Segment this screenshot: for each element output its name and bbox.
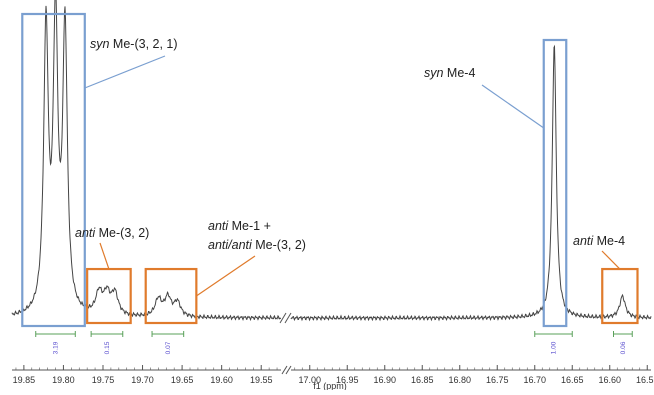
integral-value-4: 1.00 <box>551 341 558 354</box>
region-box-3 <box>144 267 198 325</box>
annotation-label-5: anti Me-4 <box>573 234 625 248</box>
x-tick-label: 16.70 <box>523 375 546 385</box>
annotation-label-3: anti Me-1 + <box>208 219 271 233</box>
annotation-label-1: syn Me-(3, 2, 1) <box>90 37 178 51</box>
x-tick-label: 19.65 <box>171 375 194 385</box>
region-box-1 <box>21 12 86 328</box>
x-tick-label: 19.80 <box>52 375 75 385</box>
x-tick-label: 19.85 <box>13 375 36 385</box>
annotation-leader-3 <box>196 255 256 297</box>
x-tick-label: 17.00 <box>298 375 321 385</box>
annotation-leader-4 <box>481 84 545 129</box>
x-tick-label: 19.55 <box>250 375 273 385</box>
axis-break-mark-left <box>281 365 288 375</box>
annotation-label-4: syn Me-4 <box>424 66 475 80</box>
integral-value-3: 0.07 <box>165 341 172 354</box>
integral-value-2: 0.15 <box>104 341 111 354</box>
x-tick-label: 16.90 <box>373 375 396 385</box>
x-tick-label: 16.85 <box>411 375 434 385</box>
x-tick-label: 19.75 <box>92 375 115 385</box>
annotation-leader-1 <box>84 55 166 89</box>
x-tick-label: 16.65 <box>561 375 584 385</box>
region-box-2 <box>86 267 132 325</box>
x-axis-title: f1 (ppm) <box>313 381 347 390</box>
annotation-leader-5 <box>601 250 621 270</box>
x-tick-label: 16.80 <box>448 375 471 385</box>
annotation-leader-2 <box>99 242 110 270</box>
x-tick-label: 16.55 <box>636 375 654 385</box>
x-tick-label: 19.70 <box>131 375 154 385</box>
x-tick-label: 16.75 <box>486 375 509 385</box>
annotation-label-3-line2: anti/anti Me-(3, 2) <box>208 238 306 252</box>
integral-value-1: 3.19 <box>53 341 60 354</box>
axis-break-mark-right <box>285 365 292 375</box>
spectrum-trace-segment-2 <box>290 44 652 322</box>
trace-break-mark-left <box>279 312 287 324</box>
trace-break-mark-right <box>284 312 292 324</box>
x-tick-label: 16.60 <box>598 375 621 385</box>
x-tick-label: 19.60 <box>210 375 233 385</box>
region-box-4 <box>542 38 568 328</box>
integral-value-5: 0.06 <box>620 341 627 354</box>
annotation-label-2: anti Me-(3, 2) <box>75 226 149 240</box>
x-tick-label: 16.95 <box>336 375 359 385</box>
